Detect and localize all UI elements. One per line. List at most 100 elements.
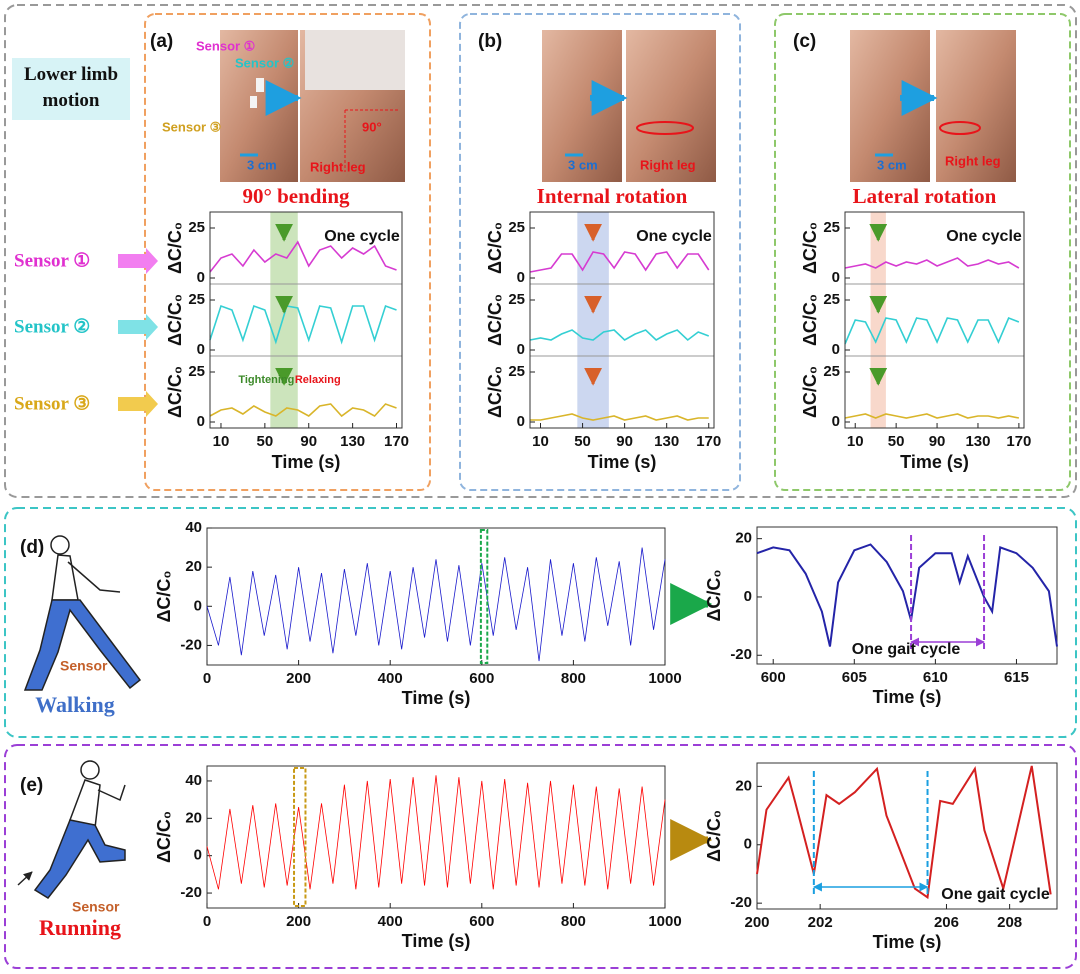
walker	[23, 535, 142, 691]
data-line	[844, 316, 1020, 345]
sensor-label: Sensor ③	[14, 393, 90, 414]
relaxing-label: Relaxing	[295, 374, 341, 386]
x-tick-label: 90	[616, 433, 633, 450]
photo-label: 90°	[362, 119, 382, 134]
sensor-text: Sensor	[60, 658, 108, 674]
data-line	[529, 251, 710, 273]
photo-label: Right leg	[945, 153, 1001, 168]
x-tick-label: 90	[300, 433, 317, 450]
x-axis-label: Time (s)	[402, 688, 471, 708]
cycle-label: One gait cycle	[941, 886, 1050, 903]
x-tick-label: 10	[847, 433, 864, 450]
photo-label: 3 cm	[877, 157, 907, 172]
axes-outline	[529, 211, 715, 429]
data-line	[530, 413, 709, 421]
y-tick-label: 20	[185, 558, 202, 575]
data-line	[209, 240, 397, 273]
data-line	[844, 257, 1020, 269]
photo-label: Right leg	[640, 157, 696, 172]
sensor-arrow	[118, 248, 158, 274]
y-tick-label: 0	[832, 413, 840, 430]
y-tick-label: -20	[180, 636, 202, 653]
y-tick-label: -20	[730, 646, 752, 663]
y-axis-label: ΔC/C₀	[704, 810, 724, 862]
x-tick-label: 50	[888, 433, 905, 450]
y-axis-label: ΔC/C₀	[800, 366, 820, 418]
data-line	[529, 329, 710, 342]
y-tick-label: 0	[197, 413, 205, 430]
sensor-arrow	[118, 391, 158, 417]
walking-label: Walking	[35, 692, 114, 717]
y-axis-label: ΔC/C₀	[485, 294, 505, 346]
x-tick-label: 605	[842, 669, 867, 686]
data-line	[209, 403, 397, 418]
x-tick-label: 10	[532, 433, 549, 450]
cycle-label: One cycle	[636, 228, 712, 245]
y-axis-label: ΔC/C₀	[704, 569, 724, 621]
y-tick-label: 0	[744, 588, 752, 605]
cycle-label: One cycle	[946, 228, 1022, 245]
y-tick-label: 20	[735, 777, 752, 794]
running-label: Running	[39, 915, 121, 940]
x-tick-label: 130	[965, 433, 990, 450]
axes-frame	[756, 526, 1058, 665]
x-tick-label: 50	[574, 433, 591, 450]
cycle-label: One cycle	[324, 228, 400, 245]
axes-frame	[756, 762, 1058, 910]
photo-label: 3 cm	[247, 157, 277, 172]
x-tick-label: 400	[378, 670, 403, 687]
x-tick-label: 600	[761, 669, 786, 686]
motion-label-full: Lower limb motion	[24, 64, 118, 111]
y-tick-label: 25	[188, 291, 205, 308]
frame-c	[774, 13, 1071, 491]
chart-title: Lateral rotation	[853, 184, 997, 208]
x-tick-label: 1000	[648, 913, 681, 930]
y-axis-label: ΔC/C₀	[165, 222, 185, 274]
y-tick-label: 0	[197, 341, 205, 358]
y-tick-label: 0	[194, 597, 202, 614]
x-axis-label: Time (s)	[588, 452, 657, 472]
x-tick-label: 615	[1004, 669, 1029, 686]
photo-label: Sensor ①	[196, 38, 255, 53]
cycle-label: One gait cycle	[852, 641, 961, 658]
axes-frame	[529, 283, 715, 357]
chart-title: 90° bending	[242, 184, 350, 208]
y-axis-label: ΔC/C₀	[165, 366, 185, 418]
axes-outline	[209, 211, 403, 429]
y-tick-label: 20	[185, 809, 202, 826]
y-tick-label: 0	[517, 269, 525, 286]
highlight-band	[270, 212, 298, 428]
axes-frame	[529, 211, 715, 285]
x-tick-label: 600	[469, 670, 494, 687]
x-tick-label: 130	[654, 433, 679, 450]
y-tick-label: 25	[188, 219, 205, 236]
x-tick-label: 1000	[648, 670, 681, 687]
frame-d	[4, 507, 1077, 738]
x-tick-label: 90	[929, 433, 946, 450]
y-tick-label: 0	[744, 836, 752, 853]
x-tick-label: 800	[561, 670, 586, 687]
motion-box	[12, 58, 130, 120]
x-tick-label: 50	[257, 433, 274, 450]
data-line	[756, 765, 1052, 900]
y-tick-label: 0	[832, 269, 840, 286]
y-tick-label: 0	[517, 413, 525, 430]
data-line	[756, 543, 1058, 647]
sensor-label: Sensor ①	[14, 250, 90, 271]
x-tick-label: 206	[934, 914, 959, 931]
x-axis-label: Time (s)	[272, 452, 341, 472]
y-tick-label: -20	[730, 894, 752, 911]
x-tick-label: 610	[923, 669, 948, 686]
chart-title: Internal rotation	[537, 184, 688, 208]
sensor-text: Sensor	[72, 899, 120, 915]
sensor-label: Sensor ②	[14, 316, 90, 337]
panel-label: (d)	[20, 537, 44, 558]
photo-label: Sensor ③	[162, 119, 221, 134]
y-tick-label: 0	[832, 341, 840, 358]
data-line	[209, 304, 397, 345]
x-axis-label: Time (s)	[873, 932, 942, 952]
y-tick-label: 25	[188, 363, 205, 380]
highlight-band	[577, 212, 609, 428]
y-axis-label: ΔC/C₀	[154, 811, 174, 863]
tightening-label: Tightening	[238, 374, 294, 386]
